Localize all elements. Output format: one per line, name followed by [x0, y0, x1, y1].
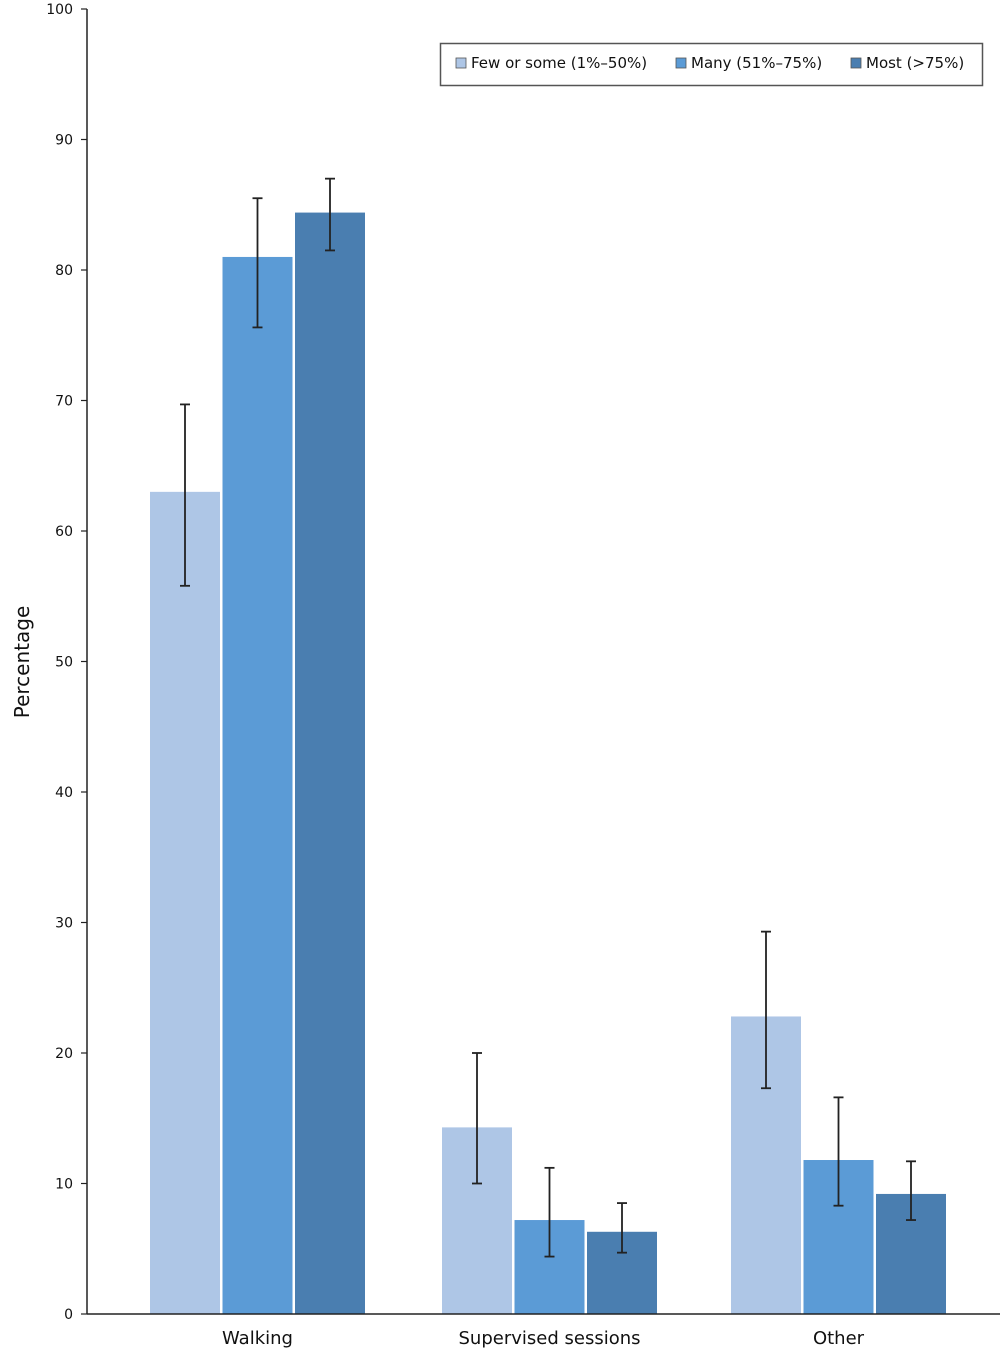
y-tick-label: 100: [46, 2, 73, 18]
bar: [222, 256, 293, 1315]
legend-swatch: [675, 57, 687, 69]
legend-label: Most (>75%): [866, 54, 964, 72]
y-tick-label: 10: [55, 1177, 73, 1193]
y-tick-label: 90: [55, 133, 73, 149]
y-tick-label: 80: [55, 263, 73, 279]
y-tick-label: 40: [55, 785, 73, 801]
y-axis-label: Percentage: [10, 606, 34, 719]
y-tick-label: 30: [55, 916, 73, 932]
legend: Few or some (1%–50%) Many (51%–75%) Most (…: [439, 42, 984, 87]
legend-swatch: [850, 57, 862, 69]
y-tick-label: 0: [64, 1307, 73, 1323]
y-tick-label: 20: [55, 1046, 73, 1062]
legend-swatch: [455, 57, 467, 69]
bar: [150, 491, 220, 1315]
y-tick-label: 60: [55, 524, 73, 540]
y-tick-label: 50: [55, 655, 73, 671]
x-tick-label: Supervised sessions: [459, 1328, 641, 1349]
legend-label: Many (51%–75%): [691, 54, 822, 72]
legend-label: Few or some (1%–50%): [471, 54, 647, 72]
x-tick-label: Other: [813, 1328, 865, 1349]
x-tick-label: Walking: [222, 1328, 293, 1349]
legend-box: [439, 42, 984, 87]
y-tick-label: 70: [55, 394, 73, 410]
bar: [295, 212, 365, 1315]
